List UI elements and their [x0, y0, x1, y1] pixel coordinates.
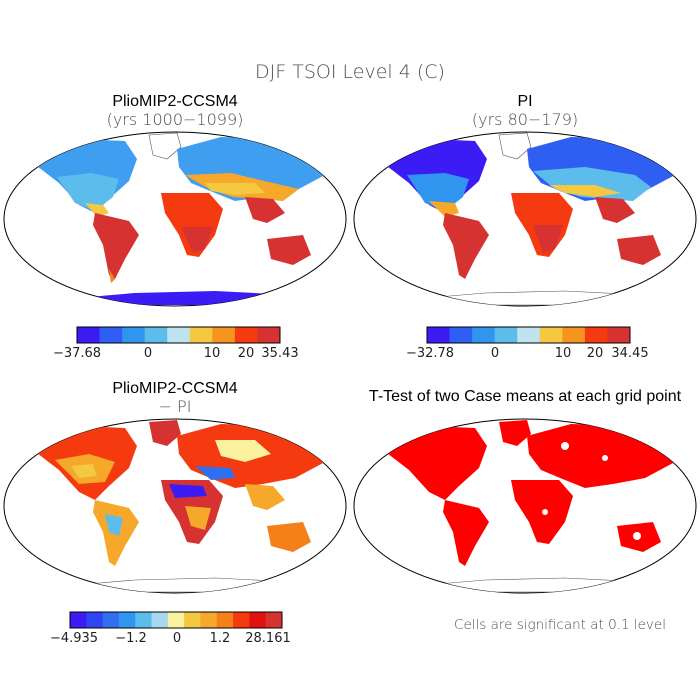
colorbar-swatch: [265, 612, 283, 628]
continent-antarctica: [4, 577, 346, 593]
colorbar-swatch: [135, 612, 152, 628]
colorbar-swatch: [257, 327, 281, 343]
continent-north-america: [383, 426, 487, 500]
colorbar-swatch: [494, 327, 518, 343]
colorbar-swatch: [562, 327, 586, 343]
continent-antarctica: [354, 290, 696, 306]
colorbar-tick-label: 20: [587, 346, 604, 361]
colorbar-swatch: [200, 612, 218, 628]
colorbar-tick-label: 0: [491, 346, 499, 361]
colorbar-tick-label: 10: [204, 346, 221, 361]
continent-greenland: [499, 420, 531, 446]
panel-2-subtitle: (yrs 80−179): [472, 110, 578, 129]
colorbar-frame: [69, 611, 283, 629]
colorbar-tick-label: 1.2: [210, 631, 231, 646]
continent-australia: [267, 235, 311, 265]
colorbar-panel-1: −37.68 0 10 20 35.43: [53, 326, 299, 361]
colorbar-swatch: [234, 327, 258, 343]
continent-australia: [617, 235, 661, 265]
panel-1-subtitle: (yrs 1000−1099): [107, 110, 244, 129]
panel-4-title: T-Test of two Case means at each grid po…: [369, 388, 682, 405]
continent-antarctica: [354, 577, 696, 593]
colorbar-swatch: [189, 327, 213, 343]
colorbar-panel-2: −32.78 0 10 20 34.45: [406, 326, 649, 361]
colorbar-swatch: [86, 612, 104, 628]
colorbar-swatch: [449, 327, 473, 343]
colorbar-tick-label: 20: [238, 346, 255, 361]
colorbar-swatch: [539, 327, 563, 343]
colorbar-tick-label: 34.45: [611, 346, 648, 361]
continent-australia: [267, 522, 311, 552]
panel-3-subtitle: − PI: [159, 397, 192, 416]
colorbar-swatch: [427, 327, 450, 343]
colorbar-panel-3: −4.935 −1.2 0 1.2 28.161: [50, 611, 291, 646]
colorbar-tick-label: −37.68: [53, 346, 101, 361]
colorbar-swatch: [584, 327, 608, 343]
colorbar-swatch: [212, 327, 236, 343]
colorbar-swatch: [249, 612, 267, 628]
panel-3-title: PlioMIP2-CCSM4: [112, 380, 237, 397]
continent-south-america: [443, 500, 489, 566]
colorbar-swatch: [144, 327, 168, 343]
continent-south-america: [93, 213, 139, 279]
colorbar-swatch: [118, 612, 136, 628]
colorbar-frame: [76, 326, 281, 344]
colorbar-frame: [426, 326, 631, 344]
map-panel-1: [3, 131, 347, 307]
colorbar-tick-label: 10: [555, 346, 572, 361]
colorbar-swatch: [233, 612, 250, 628]
colorbar-tick-label: −32.78: [406, 346, 454, 361]
colorbar-tick-label: 0: [144, 346, 152, 361]
panel-2-title: PI: [517, 93, 532, 110]
colorbar-swatch: [184, 612, 201, 628]
continent-south-america: [443, 213, 489, 279]
colorbar-swatch: [517, 327, 541, 343]
colorbar-swatch: [216, 612, 234, 628]
continent-greenland: [149, 420, 181, 446]
colorbar-tick-label: −1.2: [115, 631, 147, 646]
colorbar-tick-label: 35.43: [261, 346, 298, 361]
figure-title: DJF TSOI Level 4 (C): [255, 61, 445, 83]
map-panel-2: [353, 131, 697, 307]
panel-1-title: PlioMIP2-CCSM4: [112, 93, 237, 110]
colorbar-swatch: [472, 327, 496, 343]
colorbar-swatch: [167, 612, 185, 628]
colorbar-swatch: [607, 327, 631, 343]
significance-footnote: Cells are significant at 0.1 level: [454, 617, 666, 633]
colorbar-swatch: [167, 327, 191, 343]
continent-antarctica: [5, 291, 345, 305]
colorbar-swatch: [77, 327, 100, 343]
colorbar-swatch: [122, 327, 146, 343]
continent-greenland: [498, 132, 532, 160]
colorbar-tick-label: −4.935: [50, 631, 98, 646]
colorbar-tick-label: 28.161: [245, 631, 291, 646]
map-panel-4: [353, 418, 697, 594]
continent-greenland: [148, 132, 182, 160]
colorbar-swatch: [99, 327, 123, 343]
colorbar-swatch: [70, 612, 87, 628]
colorbar-swatch: [151, 612, 169, 628]
colorbar-swatch: [102, 612, 120, 628]
colorbar-tick-label: 0: [173, 631, 181, 646]
map-panel-3: [3, 418, 347, 594]
